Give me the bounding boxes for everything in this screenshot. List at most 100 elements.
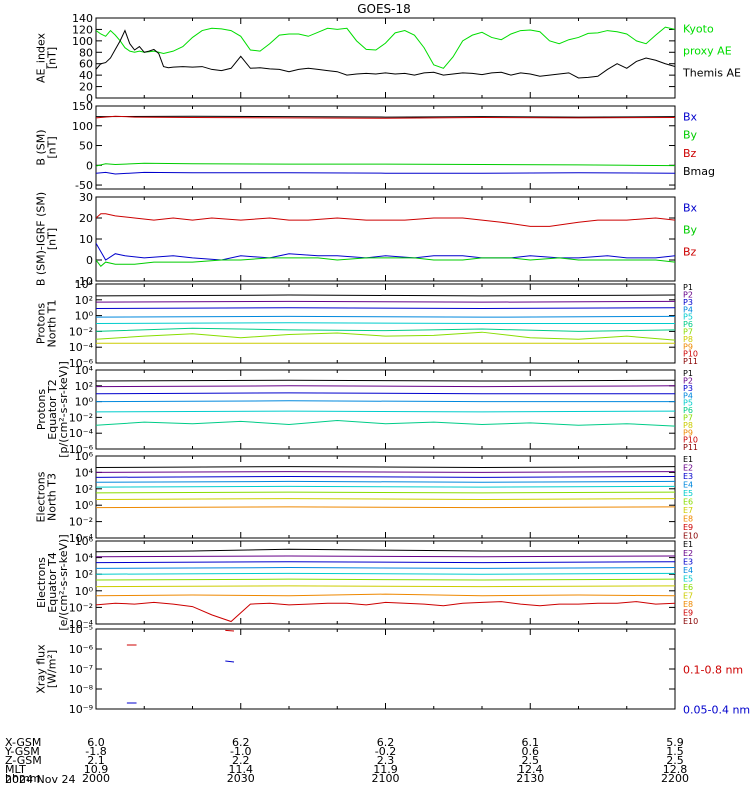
- series-group: [96, 115, 675, 175]
- legend-entry: P9: [683, 342, 693, 351]
- series-group: [96, 548, 675, 623]
- y-tick-label: 10²: [75, 483, 93, 496]
- x-row-value: 6.1: [522, 736, 540, 749]
- y-tick-label: 10⁻⁹: [69, 703, 93, 716]
- y-tick-label: 10⁻²: [69, 601, 93, 614]
- legend-entry: Bx: [683, 201, 698, 214]
- legend-entry: Kyoto: [683, 22, 714, 35]
- legend-entry: P10: [683, 436, 698, 445]
- x-row-value: 2130: [516, 772, 544, 785]
- legend-entry: E3: [683, 557, 693, 566]
- x-row-value: 2.3: [377, 754, 395, 767]
- legend-entry: E9: [683, 523, 693, 532]
- y-axis-label: [nT]: [46, 228, 59, 250]
- x-row-value: 2.5: [522, 754, 540, 767]
- panels: 020406080100120140AE_index[nT]Kyotoproxy…: [35, 12, 750, 716]
- x-row-label: X-GSM: [5, 736, 41, 749]
- y-tick-label: 10: [79, 233, 93, 246]
- y-axis-label: [p/(cm²-s-sr-keV)]: [57, 361, 70, 458]
- series-e2: [96, 555, 675, 558]
- series-group: [126, 629, 235, 704]
- x-row-label: hhmm: [5, 772, 40, 785]
- y-tick-label: 10⁻⁴: [69, 532, 94, 545]
- y-tick-label: 10⁻⁶: [69, 643, 94, 656]
- series-p3: [96, 392, 675, 395]
- legend-entry: E7: [683, 506, 693, 515]
- y-tick-label: 10⁰: [75, 310, 94, 323]
- y-tick-label: 0: [86, 254, 93, 267]
- legend-entry: 0.05-0.4 nm: [683, 703, 750, 716]
- y-axis-label: Protons: [35, 303, 48, 344]
- series-e1: [96, 548, 675, 553]
- legend-entry: P4: [683, 391, 693, 400]
- y-tick-label: 30: [79, 191, 93, 204]
- series-e5: [96, 572, 675, 575]
- series-bz: [96, 115, 675, 119]
- legend-entry: By: [683, 223, 698, 236]
- y-axis-label: Protons: [35, 389, 48, 430]
- legend-entry: P9: [683, 428, 693, 437]
- x-row-value: 1.5: [666, 745, 684, 758]
- series-e9: [96, 601, 675, 623]
- y-tick-label: 10⁻⁶: [69, 443, 94, 456]
- legend-entry: P8: [683, 421, 693, 430]
- legend-entry: P7: [683, 327, 693, 336]
- x-row-value: 2100: [372, 772, 400, 785]
- legend-entry: P8: [683, 335, 693, 344]
- y-tick-label: 0: [86, 92, 93, 105]
- x-row-value: 11.4: [229, 763, 254, 776]
- y-tick-label: -10: [75, 275, 93, 288]
- y-tick-label: 100: [72, 120, 93, 133]
- y-tick-label: 10⁰: [75, 585, 94, 598]
- legend-entry: P1: [683, 369, 693, 378]
- series-kyoto-proxy-ae: [96, 26, 675, 69]
- y-tick-label: 10⁶: [75, 535, 94, 548]
- series-0-1-0-8-nm: [225, 629, 235, 632]
- x-row-value: -0.2: [375, 745, 396, 758]
- series-group: [96, 26, 675, 79]
- y-tick-label: 10⁻⁸: [69, 683, 94, 696]
- x-row-value: 2.5: [666, 754, 684, 767]
- x-row-value: 6.2: [377, 736, 395, 749]
- series-group: [96, 466, 675, 509]
- series-p4: [96, 315, 675, 318]
- legend-entry: P10: [683, 350, 698, 359]
- y-tick-label: 10⁻²: [69, 411, 93, 424]
- legend-entry: E2: [683, 549, 693, 558]
- x-row-value: 6.2: [232, 736, 250, 749]
- legend-entry: P3: [683, 298, 693, 307]
- legend-entry: P6: [683, 406, 693, 415]
- series-themis-ae: [96, 29, 675, 79]
- series-p6: [96, 420, 675, 427]
- series-e4: [96, 567, 675, 569]
- x-row-value: 2200: [661, 772, 689, 785]
- series-e8: [96, 593, 675, 597]
- legend-entry: Themis AE: [682, 66, 741, 79]
- y-tick-label: 10⁻⁴: [69, 341, 94, 354]
- legend-entry: P6: [683, 320, 693, 329]
- series-p5: [96, 410, 675, 413]
- y-tick-label: 140: [72, 12, 93, 25]
- x-row-value: 10.9: [84, 763, 109, 776]
- legend-entry: E5: [683, 489, 693, 498]
- x-row-label: Y-GSM: [4, 745, 40, 758]
- legend-entry: P11: [683, 357, 698, 366]
- panel-bsmigrf: -10 0 10 20 30 B (SM)-IGRF (SM)[nT] Bx By Bz: [35, 191, 698, 288]
- y-tick-label: 10⁴: [75, 364, 94, 377]
- series-p2: [96, 300, 675, 303]
- series-e7: [96, 498, 675, 500]
- y-tick-label: 10⁴: [75, 466, 94, 479]
- y-tick-label: 120: [72, 23, 93, 36]
- y-axis-label: B (SM)-IGRF (SM): [35, 192, 48, 286]
- y-tick-label: 10²: [75, 294, 93, 307]
- y-tick-label: 60: [79, 58, 93, 71]
- y-axis-label: [nT]: [46, 47, 59, 69]
- legend-entry: E6: [683, 497, 693, 506]
- y-tick-label: 10⁻⁴: [69, 618, 94, 631]
- legend-entry: E10: [683, 617, 698, 626]
- legend-entry: P2: [683, 291, 693, 300]
- legend-entry: E5: [683, 574, 693, 583]
